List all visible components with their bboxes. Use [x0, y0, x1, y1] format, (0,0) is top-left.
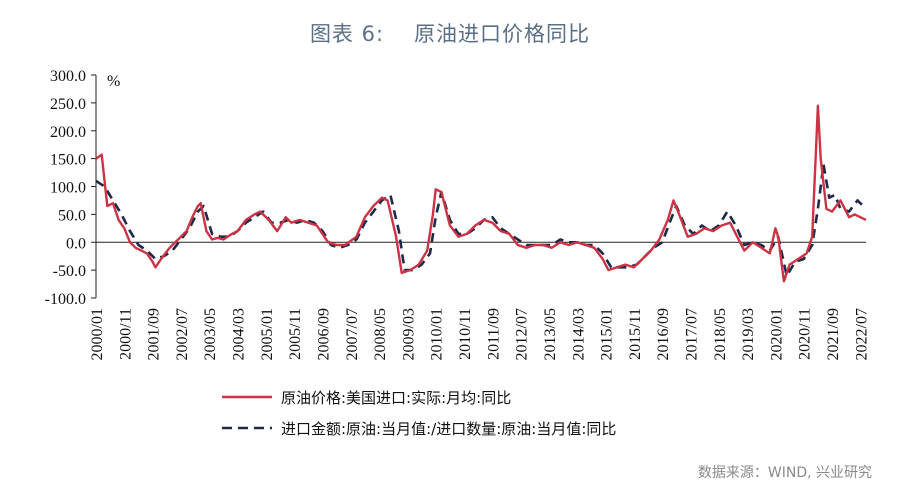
x-tick-label: 2016/09 [655, 308, 672, 360]
y-tick-label: 250.0 [50, 96, 86, 113]
x-tick-label: 2005/11 [287, 308, 304, 360]
x-tick-label: 2015/11 [627, 308, 644, 360]
y-tick-label: 50.0 [58, 207, 86, 224]
y-tick-label: 200.0 [50, 124, 86, 141]
y-tick-label: 100.0 [50, 180, 86, 197]
x-tick-label: 2015/01 [599, 308, 616, 360]
chart-title-text: 原油进口价格同比 [414, 22, 591, 46]
y-tick-label: -100.0 [45, 291, 86, 308]
legend-label-2: 进口金额:原油:当月值:/进口数量:原油:当月值:同比 [281, 420, 616, 438]
x-tick-label: 2020/11 [797, 308, 814, 360]
x-tick-label: 2021/09 [825, 308, 842, 360]
x-tick-label: 2007/07 [344, 308, 361, 360]
x-tick-label: 2010/01 [429, 308, 446, 360]
x-tick-label: 2017/07 [683, 308, 700, 360]
series-line-2 [95, 162, 867, 277]
x-tick-label: 2011/09 [485, 308, 502, 360]
x-tick-label: 2013/05 [542, 308, 559, 360]
x-tick-label: 2018/05 [712, 308, 729, 360]
y-tick-label: -50.0 [53, 263, 86, 280]
x-tick-label: 2004/03 [231, 308, 248, 360]
y-axis-unit: % [107, 73, 120, 90]
x-tick-label: 2010/11 [457, 308, 474, 360]
x-tick-label: 2022/07 [853, 308, 870, 360]
chart-title: 图表 6: 原油进口价格同比 [0, 18, 900, 48]
x-tick-label: 2005/01 [259, 308, 276, 360]
data-source: 数据来源：WIND, 兴业研究 [697, 465, 872, 481]
x-tick-label: 2000/01 [89, 308, 106, 360]
y-tick-label: 150.0 [50, 152, 86, 169]
y-tick-label: 0.0 [66, 235, 86, 252]
legend-label-1: 原油价格:美国进口:实际:月均:同比 [281, 389, 511, 407]
x-tick-label: 2012/07 [514, 308, 531, 360]
series-line-1 [95, 104, 867, 283]
x-tick-label: 2009/03 [400, 308, 417, 360]
x-tick-label: 2000/11 [117, 308, 134, 360]
x-tick-label: 2014/03 [570, 308, 587, 360]
y-tick-label: 300.0 [50, 68, 86, 85]
x-tick-label: 2003/05 [202, 308, 219, 360]
x-tick-label: 2002/07 [174, 308, 191, 360]
chart-title-prefix: 图表 6: [309, 22, 385, 46]
x-tick-label: 2006/09 [315, 308, 332, 360]
x-tick-label: 2020/01 [768, 308, 785, 360]
x-tick-label: 2008/05 [372, 308, 389, 360]
x-tick-label: 2019/03 [740, 308, 757, 360]
x-tick-label: 2001/09 [146, 308, 163, 360]
